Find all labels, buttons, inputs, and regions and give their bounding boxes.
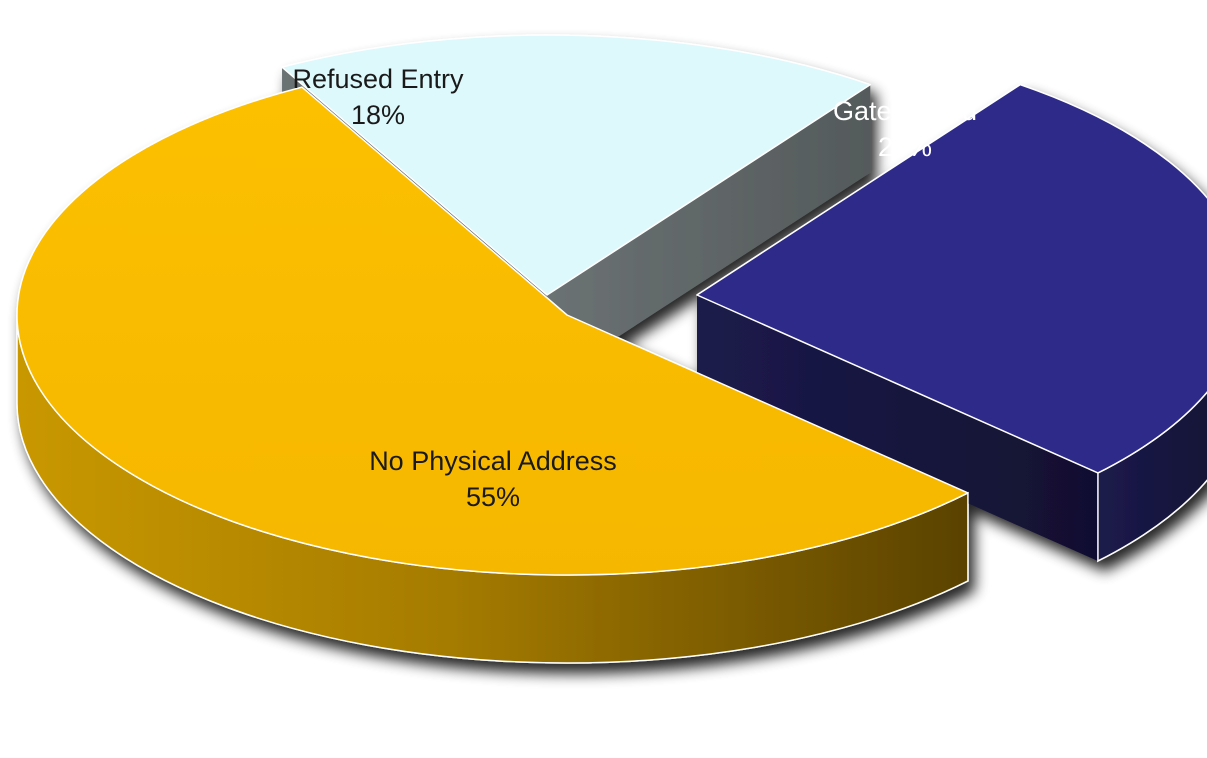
- slice-label-1: Gate locked: [833, 96, 977, 126]
- slice-label-2: No Physical Address: [369, 446, 617, 476]
- pie-slice-3-top: [281, 34, 872, 296]
- labels-layer: Gate locked 27% No Physical Address 55% Refu…: [292, 64, 977, 512]
- pie-slice-1-side: [1097, 391, 1207, 563]
- slice-label-3: Refused Entry: [292, 64, 464, 94]
- pie-slice-2-top: [16, 86, 969, 576]
- slice-percent-1: 27%: [878, 132, 932, 162]
- slice-percent-2: 55%: [466, 482, 520, 512]
- slices-layer: [16, 34, 1207, 664]
- pie-slice-1-top: [696, 83, 1207, 474]
- pie-slice-1: [696, 83, 1207, 563]
- pie-slice-1-wall-2: [697, 295, 1098, 561]
- pie-slice-3-wall-2: [547, 84, 871, 383]
- pie-slice-2: [16, 86, 969, 664]
- slice-percent-3: 18%: [351, 100, 405, 130]
